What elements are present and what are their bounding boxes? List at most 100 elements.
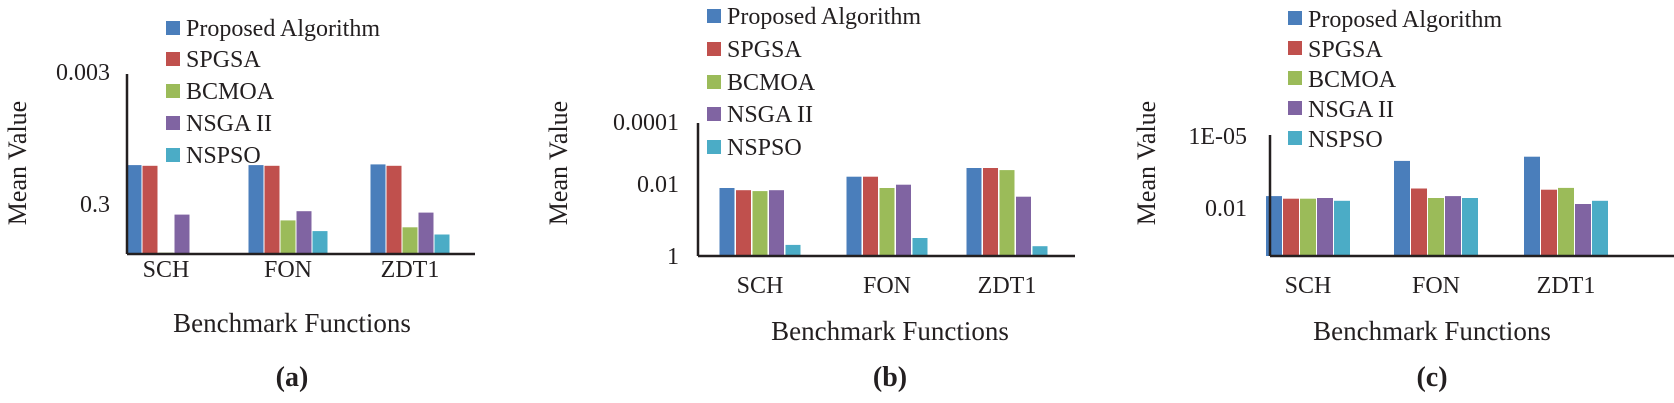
legend-a-swatch-0 [166, 21, 180, 35]
ylabel-c: Mean Value [1132, 101, 1161, 225]
panel-a: Proposed Algorithm SPGSA BCMOA NSGA II N… [3, 16, 475, 393]
bar-a-zdt1-3 [418, 212, 434, 254]
bar-c-fon-4 [1462, 198, 1478, 256]
axes-b [696, 123, 1075, 258]
legend-c-swatch-3 [1288, 101, 1302, 115]
legend-b-swatch-4 [707, 140, 721, 154]
legend-a-label-0: Proposed Algorithm [186, 16, 380, 42]
legend-b-swatch-3 [707, 107, 721, 121]
bar-c-sch-1 [1283, 198, 1299, 256]
legend-b-label-1: SPGSA [727, 37, 802, 63]
xtick-a-2: ZDT1 [381, 257, 440, 283]
bar-b-sch-1 [736, 190, 751, 256]
legend-c-label-1: SPGSA [1308, 37, 1383, 63]
bar-a-zdt1-1 [386, 165, 402, 254]
legend-a: Proposed Algorithm SPGSA BCMOA NSGA II N… [166, 16, 380, 169]
bar-b-sch-2 [752, 191, 768, 256]
ytick-b-2: 1 [667, 244, 679, 270]
bar-a-sch-1 [142, 165, 158, 254]
bar-c-sch-3 [1317, 198, 1333, 256]
legend-a-label-4: NSPSO [186, 143, 261, 169]
bar-b-zdt1-3 [1016, 196, 1031, 256]
bar-c-zdt1-4 [1592, 200, 1608, 256]
bar-a-sch-3 [174, 214, 190, 254]
legend-c-swatch-0 [1288, 11, 1302, 25]
bars-a [126, 164, 450, 254]
bar-c-sch-0 [1266, 196, 1282, 256]
bar-c-fon-1 [1411, 188, 1427, 256]
legend-c-swatch-2 [1288, 71, 1302, 85]
bar-c-zdt1-3 [1575, 204, 1591, 256]
bar-b-zdt1-1 [983, 168, 998, 256]
bar-c-fon-3 [1445, 196, 1461, 256]
legend-a-swatch-4 [166, 148, 180, 162]
bar-b-fon-4 [912, 238, 928, 256]
xlabel-a: Benchmark Functions [173, 308, 411, 338]
bars-b [719, 168, 1048, 256]
legend-c-label-2: BCMOA [1308, 67, 1397, 93]
bar-b-fon-3 [896, 184, 911, 256]
ytick-b-0: 0.0001 [613, 110, 679, 136]
bar-c-zdt1-0 [1524, 156, 1540, 256]
legend-c: Proposed Algorithm SPGSA BCMOA NSGA II N… [1288, 7, 1502, 153]
legend-b-swatch-0 [707, 9, 721, 23]
legend-a-swatch-2 [166, 84, 180, 98]
xtick-c-2: ZDT1 [1537, 273, 1596, 299]
legend-b-label-4: NSPSO [727, 135, 802, 161]
xlabel-c: Benchmark Functions [1313, 316, 1551, 346]
axes-a [125, 74, 475, 256]
legend-a-swatch-3 [166, 116, 180, 130]
xtick-b-2: ZDT1 [978, 273, 1037, 299]
ytick-a-0: 0.003 [56, 60, 110, 86]
ytick-a-1: 0.3 [80, 192, 110, 218]
legend-c-label-4: NSPSO [1308, 127, 1383, 153]
legend-a-swatch-1 [166, 52, 180, 66]
panel-b: Proposed Algorithm SPGSA BCMOA NSGA II N… [544, 4, 1075, 393]
panel-label-a: (a) [276, 362, 309, 393]
bar-b-fon-1 [863, 176, 878, 256]
legend-c-label-0: Proposed Algorithm [1308, 7, 1502, 33]
ytick-c-1: 0.01 [1205, 196, 1247, 222]
ylabel-b: Mean Value [544, 101, 573, 225]
panel-label-b: (b) [873, 362, 907, 393]
bar-c-fon-2 [1428, 198, 1444, 256]
bar-b-zdt1-0 [966, 168, 982, 256]
bar-c-zdt1-2 [1558, 187, 1574, 256]
bar-a-fon-4 [312, 231, 328, 254]
bar-a-sch-0 [126, 165, 142, 254]
xtick-a-0: SCH [143, 257, 190, 283]
bar-a-fon-0 [248, 165, 264, 254]
bar-b-zdt1-2 [999, 170, 1015, 256]
xlabel-b: Benchmark Functions [771, 316, 1009, 346]
bar-a-zdt1-0 [370, 164, 386, 254]
legend-a-label-1: SPGSA [186, 47, 261, 73]
ytick-c-0: 1E-05 [1188, 124, 1247, 150]
bar-c-sch-2 [1300, 198, 1316, 256]
bar-b-sch-0 [719, 188, 735, 256]
legend-a-label-3: NSGA II [186, 111, 272, 137]
ylabel-a: Mean Value [3, 101, 32, 225]
legend-c-swatch-4 [1288, 131, 1302, 145]
legend-a-label-2: BCMOA [186, 79, 275, 105]
bar-a-fon-3 [296, 211, 312, 254]
bar-a-zdt1-2 [402, 227, 418, 254]
bar-a-fon-1 [264, 165, 280, 254]
bar-c-fon-0 [1394, 160, 1410, 256]
legend-b-label-3: NSGA II [727, 102, 813, 128]
xtick-b-0: SCH [737, 273, 784, 299]
legend-c-label-3: NSGA II [1308, 97, 1394, 123]
legend-b: Proposed Algorithm SPGSA BCMOA NSGA II N… [707, 4, 921, 161]
bar-b-zdt1-4 [1032, 246, 1048, 256]
bars-c [1266, 156, 1608, 256]
bar-c-sch-4 [1334, 200, 1350, 256]
legend-b-swatch-2 [707, 75, 721, 89]
bar-c-zdt1-1 [1541, 189, 1557, 256]
bar-b-fon-2 [879, 188, 895, 256]
legend-c-swatch-1 [1288, 41, 1302, 55]
axes-c [1268, 135, 1674, 258]
panel-label-c: (c) [1416, 362, 1447, 393]
xtick-a-1: FON [264, 257, 312, 283]
xtick-b-1: FON [863, 273, 911, 299]
xtick-c-1: FON [1412, 273, 1460, 299]
